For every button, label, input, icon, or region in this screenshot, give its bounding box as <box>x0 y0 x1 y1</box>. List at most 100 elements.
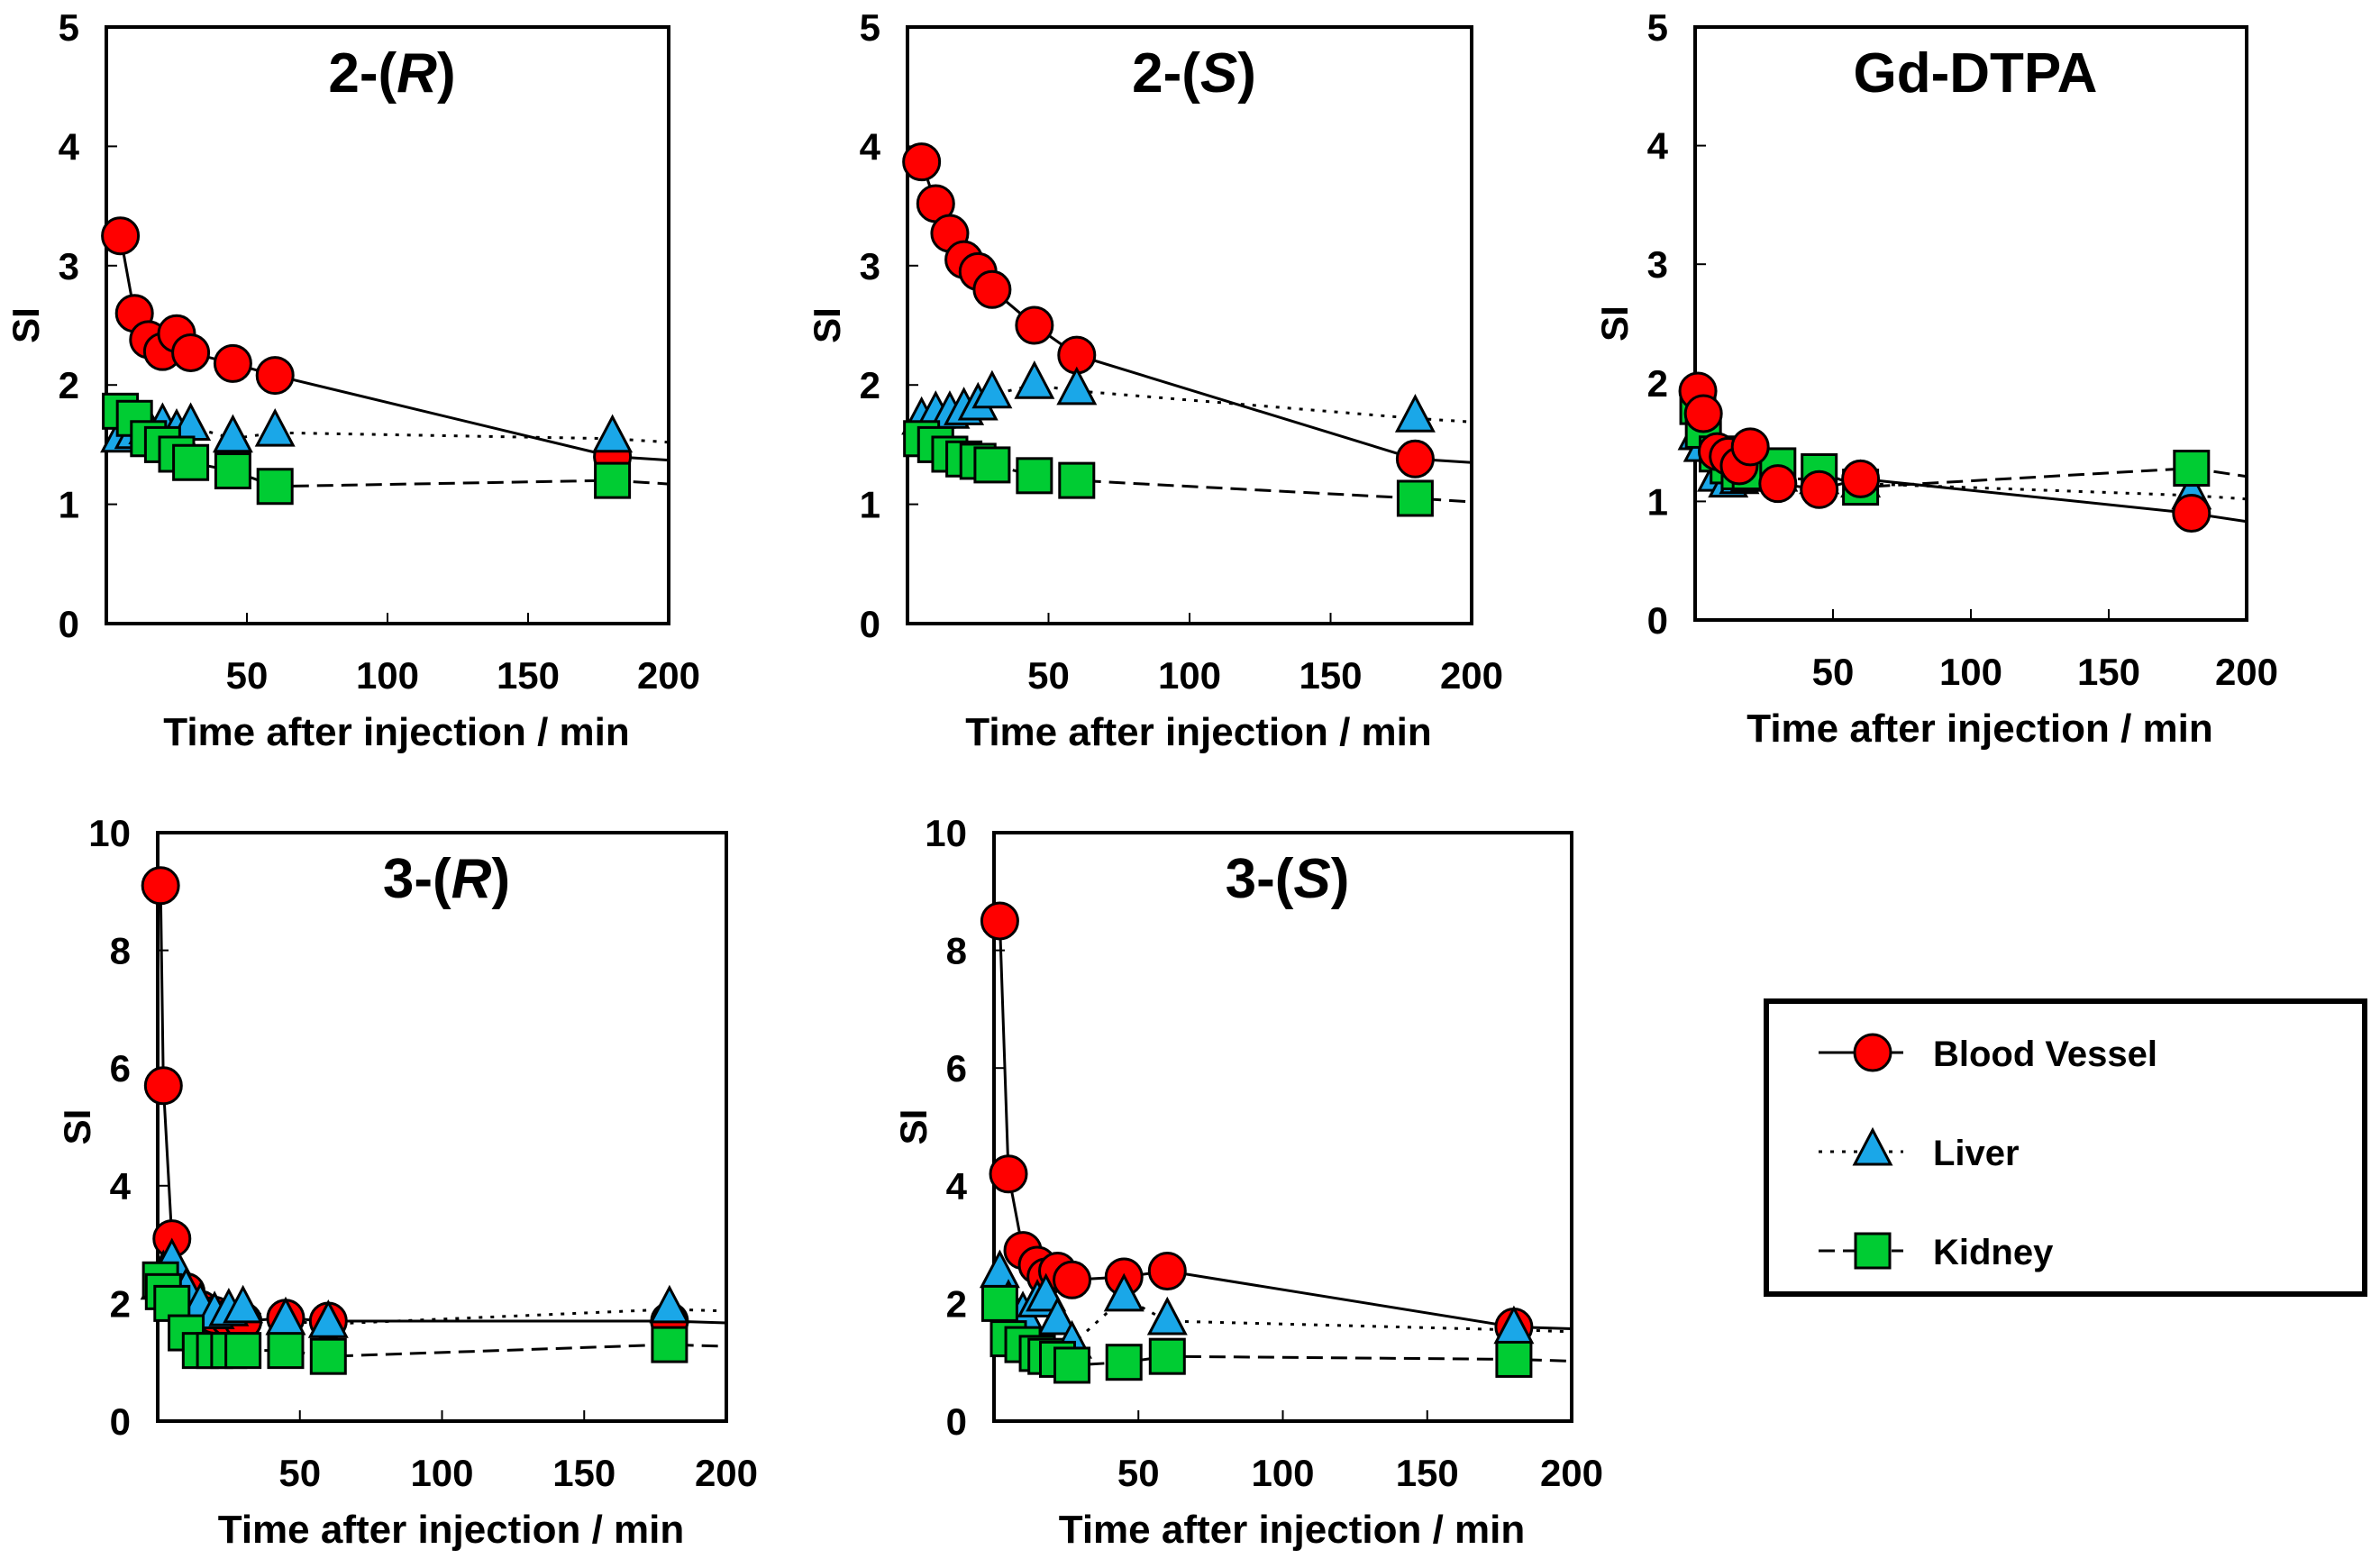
chart-title-part: 3-( <box>383 848 451 910</box>
y-tick-label: 5 <box>59 6 79 49</box>
y-tick-label: 1 <box>860 484 880 526</box>
data-point-liver <box>1056 366 1098 406</box>
x-tick-label: 50 <box>226 654 269 697</box>
chart-title-part: ) <box>491 848 510 910</box>
x-tick-label: 50 <box>1117 1452 1160 1494</box>
data-point-liver <box>1146 1296 1188 1336</box>
chart-title: 2-(S) <box>1132 42 1256 105</box>
data-point-blood <box>1147 1251 1187 1290</box>
y-axis-label: SI <box>1593 305 1636 342</box>
x-tick-label: 150 <box>1299 654 1362 697</box>
y-axis-label: SI <box>892 1109 935 1145</box>
y-tick-label: 3 <box>860 245 880 287</box>
data-point-liver <box>971 369 1013 409</box>
x-tick-label: 50 <box>1027 654 1070 697</box>
series-line-kidney <box>998 1303 1573 1367</box>
data-point-kidney <box>980 1284 1018 1322</box>
chart-title: Gd-DTPA <box>1854 42 2098 105</box>
y-tick-label: 1 <box>59 484 79 526</box>
chart-title: 3-(S) <box>1226 848 1350 910</box>
x-tick-label: 100 <box>1158 654 1221 697</box>
legend-marker-blood <box>1853 1033 1892 1072</box>
y-tick-label: 0 <box>110 1400 131 1443</box>
data-point-blood <box>1683 394 1723 433</box>
data-point-kidney <box>1148 1337 1186 1375</box>
y-tick-label: 8 <box>946 930 967 972</box>
data-point-blood <box>1841 459 1881 498</box>
legend-label: Blood Vessel <box>1933 1035 2157 1074</box>
x-tick-label: 200 <box>1440 654 1503 697</box>
y-tick-label: 0 <box>946 1400 967 1443</box>
data-point-blood <box>980 901 1019 941</box>
y-tick-label: 5 <box>860 6 880 49</box>
data-point-kidney <box>1495 1340 1533 1378</box>
y-tick-label: 0 <box>1647 599 1668 642</box>
legend-marker-kidney <box>1854 1232 1892 1270</box>
data-point-blood <box>1053 1260 1092 1299</box>
x-tick-label: 200 <box>695 1452 758 1494</box>
data-point-blood <box>972 269 1012 309</box>
data-point-liver <box>1014 360 1055 399</box>
x-axis-label: Time after injection / min <box>1059 1508 1526 1552</box>
x-tick-label: 200 <box>1540 1452 1603 1494</box>
y-tick-label: 2 <box>59 364 79 406</box>
data-point-liver <box>307 1299 349 1338</box>
y-tick-label: 6 <box>946 1047 967 1089</box>
chart-title-part: 2-( <box>328 42 397 105</box>
data-point-kidney <box>172 443 210 481</box>
x-tick-label: 100 <box>356 654 419 697</box>
y-axis-label: SI <box>5 307 47 343</box>
plot-frame <box>992 831 1573 1423</box>
y-tick-label: 6 <box>110 1047 131 1089</box>
data-point-blood <box>171 333 211 372</box>
data-point-kidney <box>309 1337 347 1375</box>
y-tick-label: 4 <box>59 125 80 168</box>
y-tick-label: 8 <box>110 930 131 972</box>
chart-title-part: 3-( <box>1226 848 1294 910</box>
y-tick-label: 0 <box>860 603 880 645</box>
x-tick-label: 100 <box>1251 1452 1314 1494</box>
data-point-blood <box>902 142 942 182</box>
x-tick-label: 50 <box>278 1452 321 1494</box>
data-point-liver <box>1394 394 1436 433</box>
x-tick-label: 100 <box>1939 651 2002 693</box>
chart-title: 3-(R) <box>383 848 510 910</box>
data-point-kidney <box>594 461 632 499</box>
data-point-kidney <box>1016 457 1053 495</box>
chart-title-part: ) <box>1237 42 1256 105</box>
data-point-liver <box>649 1284 690 1324</box>
chart-title-part: R <box>397 42 437 105</box>
data-point-liver <box>223 1284 264 1324</box>
chart-panel-4: 0 2 4 6 8 10 50 100 150 200 Time after injection /… <box>892 812 1603 1552</box>
data-point-kidney <box>973 446 1011 484</box>
series-line-kidney <box>921 437 1473 504</box>
y-tick-label: 3 <box>59 245 79 287</box>
data-point-kidney <box>1058 461 1096 499</box>
data-point-kidney <box>1105 1344 1143 1381</box>
data-point-kidney <box>1053 1346 1091 1384</box>
data-point-blood <box>143 1066 183 1106</box>
y-tick-label: 5 <box>1647 6 1668 49</box>
x-tick-label: 100 <box>410 1452 473 1494</box>
legend-label: Kidney <box>1933 1233 2054 1272</box>
y-tick-label: 3 <box>1647 243 1668 286</box>
data-point-kidney <box>651 1326 689 1363</box>
data-point-blood <box>213 343 252 383</box>
data-point-blood <box>2172 494 2211 533</box>
plot-frame <box>906 25 1473 625</box>
y-tick-label: 2 <box>1647 362 1668 405</box>
data-point-blood <box>989 1154 1028 1194</box>
y-tick-label: 4 <box>860 125 881 168</box>
x-tick-label: 200 <box>637 654 700 697</box>
legend: Blood Vessel Liver Kidney <box>1764 998 2367 1297</box>
y-tick-label: 4 <box>110 1165 132 1208</box>
data-point-liver <box>1037 1296 1078 1336</box>
x-tick-label: 150 <box>497 654 560 697</box>
data-point-blood <box>255 356 295 396</box>
data-point-kidney <box>1396 479 1434 517</box>
x-axis-label: Time after injection / min <box>965 710 1432 754</box>
data-point-liver <box>254 407 296 447</box>
